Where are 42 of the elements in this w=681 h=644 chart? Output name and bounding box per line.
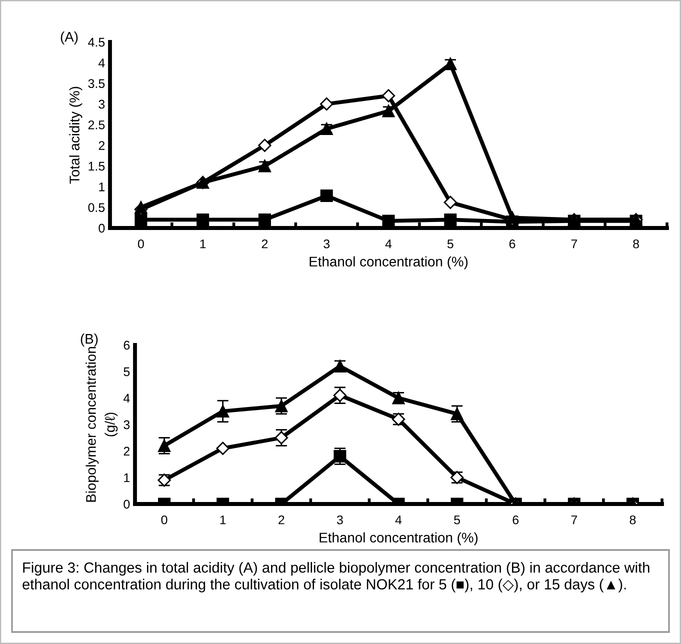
caption: Figure 3: Changes in total acidity (A) and pellicle biopolymer concentration (B) in accordance with ethanol concentration during the cultivation of isolate NOK21 for 5 (■), 10 (◇), or 15 days (▲). [22, 562, 650, 592]
x-tick-label: 1 [220, 516, 226, 524]
x-tick-label: 8 [630, 515, 636, 524]
x-tick-label: 0 [138, 239, 144, 248]
y-tick-label: 4.5 [88, 38, 105, 47]
y-tick-label: 2 [124, 446, 130, 456]
chart-title: (B) [80, 334, 98, 346]
y-axis-title: Total acidity (%) [69, 86, 82, 184]
x-tick-label: 6 [512, 515, 519, 524]
y-axis-title: Biopolymer concentration (g/ℓ) [86, 347, 118, 502]
y-tick-label: 0 [98, 224, 105, 233]
x-tick-label: 7 [571, 240, 578, 248]
x-axis-title: Ethanol concentration (%) [310, 256, 468, 270]
y-tick-label: 3.5 [88, 79, 105, 88]
y-tick-label: 3 [98, 100, 105, 109]
y-tick-label: 3 [124, 420, 130, 430]
y-tick-label: 4 [98, 58, 105, 68]
y-tick-label: 1 [124, 473, 130, 482]
x-tick-label: 4 [385, 240, 392, 248]
x-tick-label: 3 [336, 515, 343, 524]
y-tick-label: 4 [123, 394, 130, 403]
x-tick-label: 7 [571, 516, 578, 524]
y-tick-label: 5 [124, 367, 130, 376]
x-tick-label: 5 [447, 240, 454, 248]
x-tick-label: 0 [161, 515, 168, 524]
y-tick-label: 6 [124, 340, 130, 350]
chart-title: (A) [60, 32, 78, 44]
y-tick-label: 2 [98, 141, 105, 150]
x-tick-label: 3 [324, 239, 330, 248]
y-tick-label: 1.5 [88, 162, 105, 171]
x-tick-label: 4 [395, 516, 402, 524]
y-tick-label: 2.5 [88, 120, 105, 130]
x-tick-label: 5 [454, 516, 460, 524]
x-tick-label: 1 [200, 240, 206, 248]
y-tick-label: 0 [124, 500, 130, 509]
x-axis-title: Ethanol concentration (%) [320, 532, 478, 546]
y-tick-label: 0.5 [88, 203, 105, 212]
x-tick-label: 6 [509, 239, 516, 248]
x-tick-label: 8 [633, 239, 639, 248]
x-tick-label: 2 [262, 239, 268, 248]
y-tick-label: 1 [99, 182, 105, 192]
x-tick-label: 2 [278, 515, 284, 524]
